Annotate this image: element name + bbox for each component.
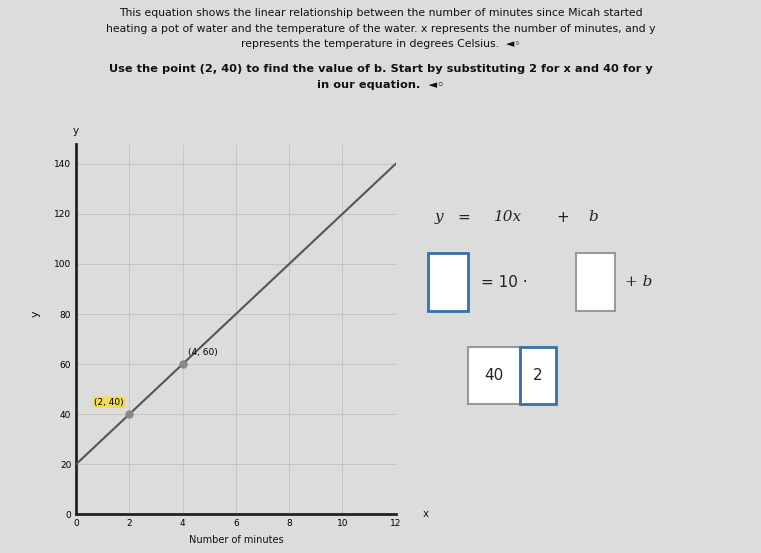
Text: heating a pot of water and the temperature of the water. x represents the number: heating a pot of water and the temperatu…: [106, 24, 655, 34]
Text: (4, 60): (4, 60): [188, 348, 218, 357]
Text: (2, 40): (2, 40): [94, 398, 124, 406]
FancyBboxPatch shape: [467, 347, 520, 404]
Text: 10x: 10x: [494, 210, 522, 225]
Text: +: +: [556, 210, 568, 225]
Text: b: b: [589, 210, 598, 225]
FancyBboxPatch shape: [575, 253, 615, 311]
Text: Use the point (2, 40) to find the value of b. Start by substituting 2 for x and : Use the point (2, 40) to find the value …: [109, 64, 652, 74]
Text: represents the temperature in degrees Celsius.  ◄◦: represents the temperature in degrees Ce…: [240, 39, 521, 49]
FancyBboxPatch shape: [520, 347, 556, 404]
Text: + b: + b: [625, 275, 652, 289]
Text: in our equation.  ◄◦: in our equation. ◄◦: [317, 80, 444, 90]
Text: This equation shows the linear relationship between the number of minutes since : This equation shows the linear relations…: [119, 8, 642, 18]
Text: 2: 2: [533, 368, 543, 383]
X-axis label: Number of minutes: Number of minutes: [189, 535, 283, 545]
Text: 40: 40: [484, 368, 504, 383]
FancyBboxPatch shape: [428, 253, 467, 311]
Text: x: x: [422, 509, 428, 519]
Text: y: y: [435, 210, 444, 225]
Text: y: y: [31, 311, 41, 317]
Text: = 10 ·: = 10 ·: [481, 274, 527, 290]
Text: =: =: [458, 210, 470, 225]
Text: y: y: [73, 126, 79, 136]
